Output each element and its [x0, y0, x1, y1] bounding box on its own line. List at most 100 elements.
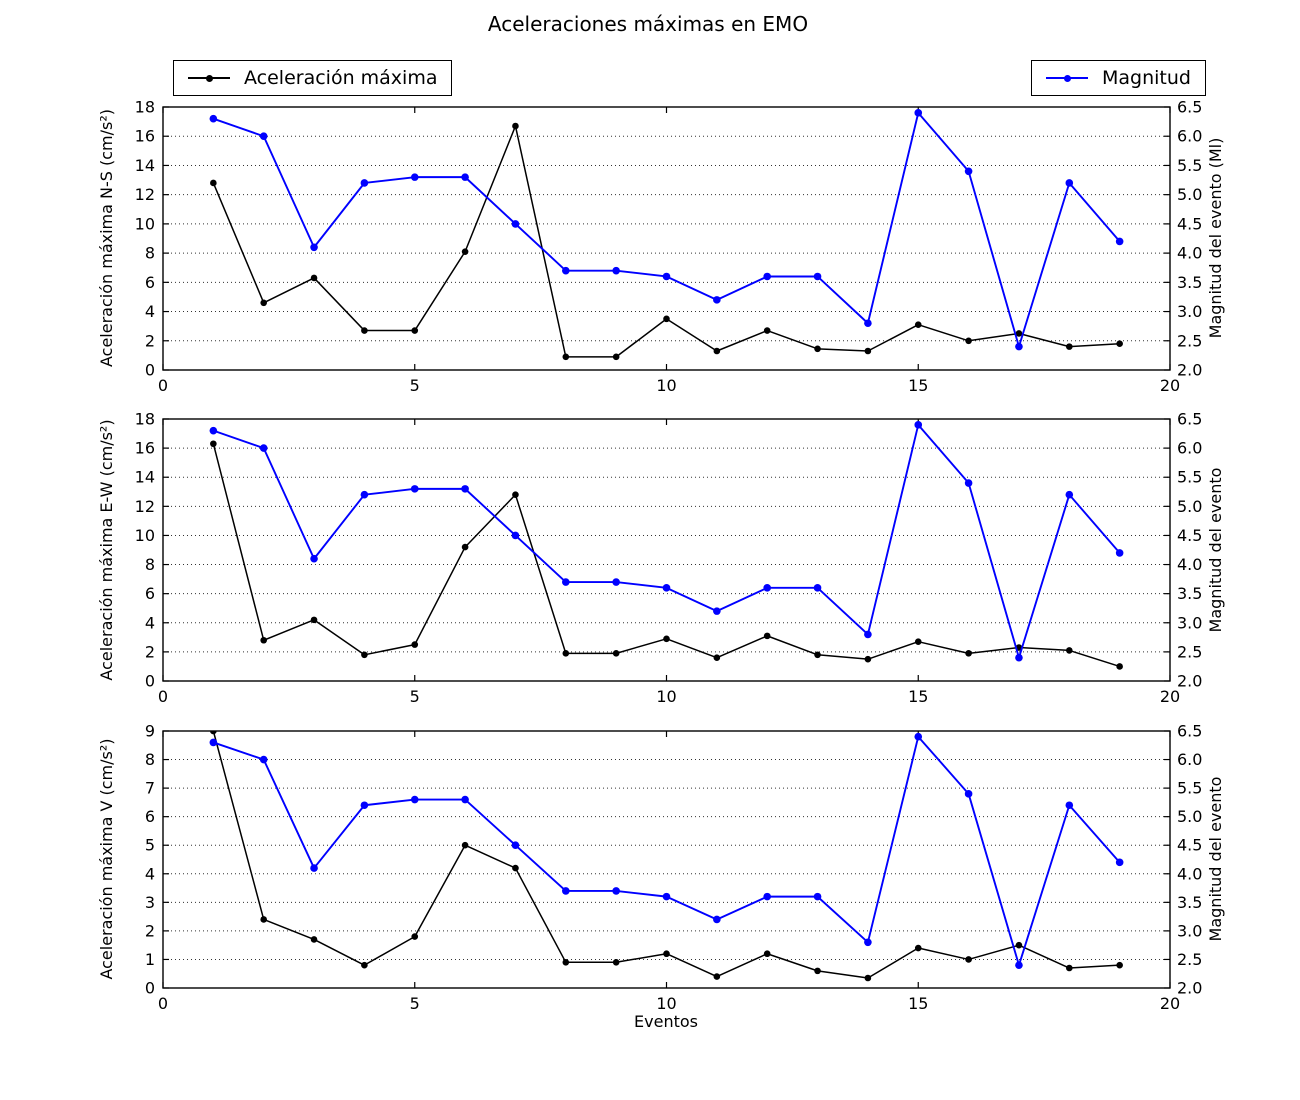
ytick-label-left: 2 — [145, 642, 155, 661]
xtick-label: 10 — [656, 994, 676, 1013]
data-point — [914, 638, 922, 645]
data-point — [763, 632, 771, 640]
data-point — [461, 485, 469, 493]
ytick-label-right: 6.0 — [1177, 750, 1202, 769]
data-point — [612, 578, 620, 586]
xtick-label: 0 — [158, 994, 168, 1013]
data-point — [562, 578, 570, 586]
data-point — [260, 636, 268, 644]
data-point — [1015, 961, 1023, 969]
ytick-label-right: 4.5 — [1177, 214, 1202, 233]
data-point — [663, 950, 670, 958]
data-point — [612, 266, 620, 275]
xtick-label: 5 — [410, 994, 420, 1013]
xtick-label: 15 — [908, 687, 928, 706]
ytick-label-right: 2.0 — [1177, 672, 1202, 691]
ytick-label-left: 16 — [135, 439, 155, 458]
ytick-label-left: 2 — [145, 921, 155, 940]
data-point — [914, 109, 923, 117]
ytick-label-left: 2 — [145, 331, 155, 350]
ytick-label-left: 12 — [135, 185, 155, 204]
ytick-label-left: 18 — [135, 410, 155, 429]
data-point — [813, 584, 822, 592]
subplot-ns: 0 2 4 6 8 10 12 14 16 18 2.0 2.5 3.0 3.5 4.0 4.5 5.0 5.5 6… — [135, 98, 1203, 396]
data-point — [461, 841, 469, 849]
data-point — [662, 892, 671, 901]
ytick-label-left: 7 — [145, 779, 155, 798]
data-point — [914, 321, 922, 329]
xtick-label: 10 — [656, 376, 676, 395]
data-point — [461, 795, 469, 804]
data-point — [360, 801, 369, 810]
data-point — [310, 936, 318, 943]
chart-layers: 0246810121416182.02.53.03.54.04.55.05.56… — [135, 98, 1203, 1014]
data-point — [612, 650, 620, 657]
data-point — [512, 491, 519, 498]
data-point — [612, 887, 620, 895]
ytick-label-left: 0 — [145, 672, 155, 691]
xlabel: Eventos — [634, 1012, 698, 1031]
ytick-label-left: 6 — [145, 584, 155, 603]
plot-frame — [162, 730, 1171, 989]
data-point — [864, 938, 872, 947]
data-point — [410, 173, 419, 181]
ytick-label-left: 8 — [145, 555, 155, 574]
data-point — [310, 864, 318, 872]
ticks: 0 1 2 3 4 5 6 7 8 9 2.0 2.5 3.0 3.5 4.0 4.5 5.0 5.5 6.0 6.5… — [145, 722, 1203, 1014]
data-point — [259, 755, 268, 764]
data-point — [260, 299, 268, 307]
data-point — [511, 531, 520, 540]
data-point — [763, 892, 771, 901]
data-point — [410, 485, 419, 493]
ytick-label-right: 5.0 — [1177, 807, 1202, 826]
data-point — [461, 173, 469, 181]
legend-line-sample-acceleration — [188, 74, 230, 82]
data-point — [1116, 340, 1123, 348]
ytick-label-right: 5.0 — [1177, 185, 1202, 204]
ytick-label-left: 5 — [145, 836, 155, 855]
data-point — [411, 327, 419, 334]
ytick-label-right: 2.5 — [1177, 642, 1202, 661]
data-point — [914, 944, 922, 952]
subplot-v: 0 1 2 3 4 5 6 7 8 9 2.0 2.5 3.0 3.5 4.0 4.5 5.0 5.5 6.0 6.5… — [145, 722, 1203, 1014]
xtick-label: 0 — [158, 687, 168, 706]
ytick-label-left: 4 — [145, 864, 155, 883]
series-magnitude — [209, 732, 1124, 969]
ytick-label-right: 5.5 — [1177, 779, 1202, 798]
ytick-label-right: 3.5 — [1177, 273, 1202, 292]
ylabel-ns-right: Magnitud del evento (Ml) — [1206, 138, 1225, 339]
data-point — [763, 272, 771, 281]
series-acceleration — [210, 122, 1123, 361]
ylabel-ew: Aceleración máxima E-W (cm/s²) — [97, 419, 116, 680]
ytick-label-right: 4.0 — [1177, 864, 1202, 883]
series-acceleration — [210, 440, 1123, 670]
data-point — [361, 327, 368, 334]
data-point — [763, 327, 771, 334]
gridlines — [163, 135, 1170, 342]
ytick-label-right: 5.5 — [1177, 468, 1202, 487]
data-point — [562, 887, 570, 895]
ytick-label-left: 14 — [135, 156, 155, 175]
legend-label-aceleracion: Aceleración máxima — [244, 67, 438, 89]
data-point — [612, 353, 620, 361]
ytick-label-left: 16 — [135, 127, 155, 146]
ytick-label-right: 2.0 — [1177, 979, 1202, 998]
xtick-label: 5 — [410, 687, 420, 706]
data-point — [411, 933, 419, 940]
data-point — [411, 641, 419, 648]
ytick-label-right: 3.5 — [1177, 584, 1202, 603]
data-point — [360, 490, 369, 499]
data-point — [965, 956, 972, 963]
data-point — [1066, 343, 1073, 350]
data-point — [310, 616, 318, 624]
ytick-label-left: 12 — [135, 497, 155, 516]
data-point — [964, 479, 973, 487]
ytick-label-right: 5.5 — [1177, 156, 1202, 175]
xtick-label: 0 — [158, 376, 168, 395]
data-point — [864, 974, 872, 982]
data-point — [310, 243, 318, 252]
xtick-label: 20 — [1160, 994, 1180, 1013]
data-point — [964, 790, 973, 798]
data-point — [209, 426, 218, 435]
